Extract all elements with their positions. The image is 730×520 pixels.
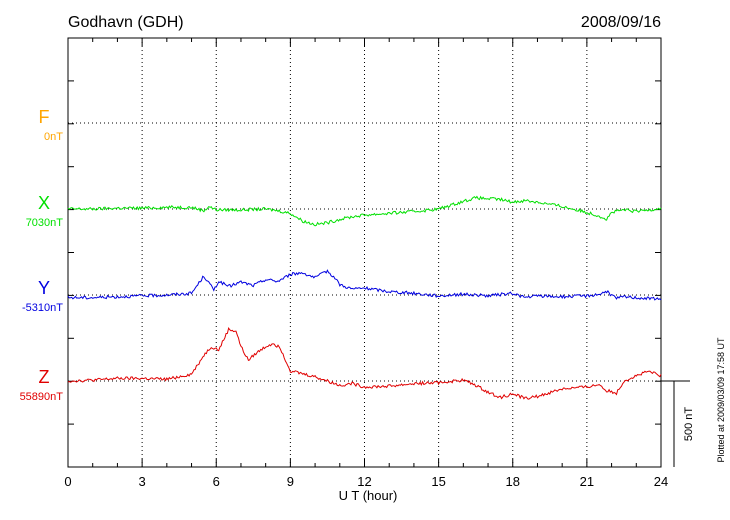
frame-ticks — [67, 38, 662, 467]
x-tick-labels: 0 3 6 9 12 15 18 21 24 — [64, 474, 668, 489]
x-tick-label: 6 — [213, 474, 220, 489]
series-name-y: Y — [38, 278, 50, 298]
series-name-z: Z — [39, 367, 50, 387]
series-line-x — [67, 195, 662, 227]
x-tick-label: 18 — [506, 474, 520, 489]
series-baseline-f: 0nT — [44, 131, 63, 143]
x-tick-label: 9 — [287, 474, 294, 489]
date-title: 2008/09/16 — [581, 14, 661, 31]
series-lines — [67, 195, 662, 400]
series-baseline-z: 55890nT — [20, 391, 64, 403]
x-tick-label: 12 — [357, 474, 371, 489]
x-tick-label: 15 — [431, 474, 445, 489]
grid — [68, 38, 661, 467]
plotted-at-note: Plotted at 2009/03/09 17:58 UT — [716, 337, 726, 463]
series-name-x: X — [38, 193, 50, 213]
x-tick-label: 3 — [139, 474, 146, 489]
series-line-z — [67, 327, 662, 400]
x-tick-label: 0 — [64, 474, 71, 489]
series-labels: F 0nT X 7030nT Y -5310nT Z 55890nT — [20, 107, 64, 403]
station-title: Godhavn (GDH) — [68, 14, 184, 31]
scale-bar — [661, 380, 690, 467]
x-tick-label: 24 — [654, 474, 668, 489]
x-axis-label: U T (hour) — [339, 488, 398, 503]
x-tick-label: 21 — [580, 474, 594, 489]
series-baseline-y: -5310nT — [22, 302, 63, 314]
series-line-y — [67, 269, 662, 301]
series-name-f: F — [39, 107, 50, 127]
series-baseline-x: 7030nT — [26, 217, 64, 229]
scale-bar-label: 500 nT — [683, 407, 695, 442]
